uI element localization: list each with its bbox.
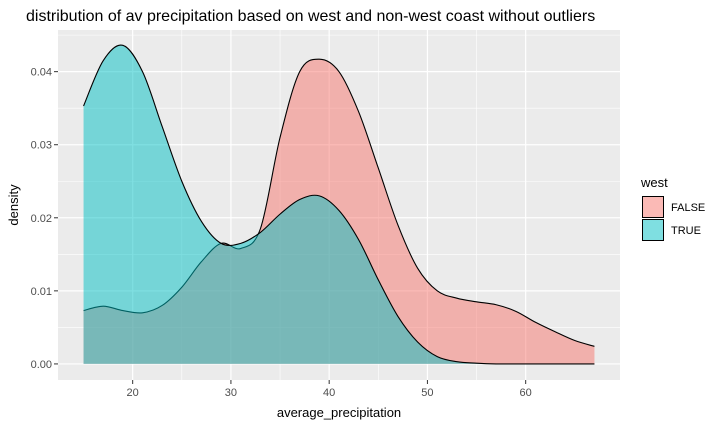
y-tick-label: 0.02 <box>31 213 52 225</box>
x-tick-label: 40 <box>323 387 335 399</box>
x-axis-title: average_precipitation <box>277 405 401 420</box>
y-tick-label: 0.00 <box>31 359 52 371</box>
legend-title: west <box>640 175 668 190</box>
y-tick-label: 0.03 <box>31 140 52 152</box>
chart-title: distribution of av precipitation based o… <box>26 8 595 25</box>
x-tick-label: 50 <box>421 387 433 399</box>
y-tick-label: 0.04 <box>31 67 52 79</box>
density-areas <box>83 44 595 365</box>
legend-key-true <box>642 219 664 241</box>
legend-key-false <box>642 196 664 218</box>
x-tick-label: 30 <box>225 387 237 399</box>
y-axis-title: density <box>6 184 21 226</box>
axes: 20 30 40 50 60 0.00 0.01 0.02 0.03 0.04 <box>31 67 532 399</box>
legend: west FALSE TRUE <box>640 175 705 241</box>
density-line-true <box>83 44 595 365</box>
legend-label-true: TRUE <box>671 225 701 237</box>
y-tick-label: 0.01 <box>31 286 52 298</box>
x-tick-label: 20 <box>127 387 139 399</box>
density-area-true <box>83 45 595 364</box>
legend-label-false: FALSE <box>671 202 705 214</box>
x-tick-label: 60 <box>520 387 532 399</box>
